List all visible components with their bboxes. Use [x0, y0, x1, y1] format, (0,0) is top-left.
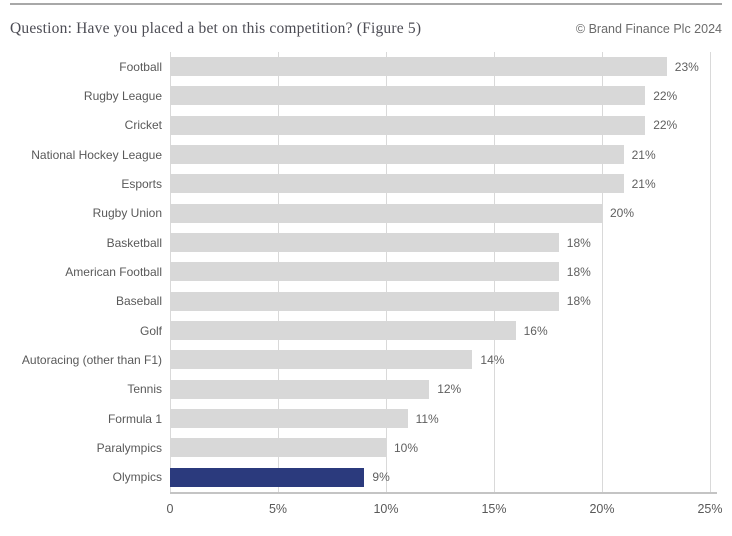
- category-label: Esports: [121, 176, 162, 191]
- bar-row-national-hockey-league: National Hockey League 21%: [0, 140, 732, 169]
- bar-row-formula-1: Formula 1 11%: [0, 404, 732, 433]
- x-tick-label-5pct: 5%: [268, 502, 288, 516]
- chart-header: Question: Have you placed a bet on this …: [10, 20, 722, 38]
- x-tick-label-10pct: 10%: [373, 502, 399, 516]
- category-label: Football: [119, 59, 162, 74]
- chart-title: Question: Have you placed a bet on this …: [10, 20, 422, 37]
- bar-row-esports: Esports 21%: [0, 169, 732, 198]
- x-tick-label-20pct: 20%: [589, 502, 615, 516]
- bar-row-autoracing-other-than-f1: Autoracing (other than F1) 14%: [0, 345, 732, 374]
- value-label: 21%: [631, 147, 656, 162]
- x-tick-label-25pct: 25%: [697, 502, 723, 516]
- bar-row-basketball: Basketball 18%: [0, 228, 732, 257]
- bar-row-cricket: Cricket 22%: [0, 111, 732, 140]
- bar-highlighted: [170, 467, 365, 487]
- category-label: National Hockey League: [31, 147, 162, 162]
- value-label: 22%: [653, 118, 678, 133]
- gridline-25: [710, 52, 711, 492]
- bar: [170, 203, 602, 223]
- category-label: Rugby Union: [92, 206, 162, 221]
- gridline-20: [602, 52, 603, 492]
- x-axis-line: [170, 492, 717, 494]
- bar: [170, 438, 386, 458]
- value-label: 23%: [674, 59, 699, 74]
- category-label: Baseball: [115, 294, 162, 309]
- bar: [170, 233, 559, 253]
- category-label: Basketball: [106, 235, 162, 250]
- category-label: Golf: [139, 323, 162, 338]
- bar-row-golf: Golf 16%: [0, 316, 732, 345]
- bar-row-american-football: American Football 18%: [0, 257, 732, 286]
- bar: [170, 350, 473, 370]
- value-label: 22%: [653, 88, 678, 103]
- value-label: 18%: [566, 294, 591, 309]
- category-label: Rugby League: [83, 88, 162, 103]
- bar-row-football: Football 23%: [0, 52, 732, 81]
- bar-rows: Football 23% Rugby League 22% Cricket 22% Nati…: [0, 52, 732, 492]
- value-label: 16%: [523, 323, 548, 338]
- bar: [170, 291, 559, 311]
- value-label: 12%: [437, 382, 462, 397]
- category-label: Formula 1: [107, 411, 162, 426]
- bar-row-rugby-league: Rugby League 22%: [0, 81, 732, 110]
- top-divider-rule: [10, 3, 722, 5]
- bar-row-tennis: Tennis 12%: [0, 375, 732, 404]
- category-label: Tennis: [127, 382, 162, 397]
- value-label: 20%: [610, 206, 635, 221]
- category-label: American Football: [65, 264, 162, 279]
- bar: [170, 379, 430, 399]
- bar: [170, 262, 559, 282]
- bar: [170, 57, 667, 77]
- value-label: 21%: [631, 176, 656, 191]
- value-label: 9%: [372, 470, 390, 485]
- bar: [170, 409, 408, 429]
- category-label: Paralympics: [96, 440, 162, 455]
- value-label: 18%: [566, 235, 591, 250]
- bar: [170, 321, 516, 341]
- bar: [170, 145, 624, 165]
- category-label: Autoracing (other than F1): [21, 352, 162, 367]
- category-label: Cricket: [124, 118, 162, 133]
- value-label: 11%: [415, 411, 439, 426]
- copyright-notice: © Brand Finance Plc 2024: [575, 22, 722, 36]
- value-label: 18%: [566, 264, 591, 279]
- bar: [170, 86, 646, 106]
- bar-row-rugby-union: Rugby Union 20%: [0, 199, 732, 228]
- value-label: 10%: [394, 440, 419, 455]
- category-label: Olympics: [112, 470, 162, 485]
- bar-row-olympics: Olympics 9%: [0, 463, 732, 492]
- x-tick-label-0: 0: [166, 502, 174, 516]
- bar-row-baseball: Baseball 18%: [0, 287, 732, 316]
- x-tick-label-15pct: 15%: [481, 502, 507, 516]
- value-label: 14%: [480, 352, 505, 367]
- x-axis-tick-labels: 0 5% 10% 15% 20% 25%: [166, 502, 723, 522]
- bar: [170, 174, 624, 194]
- bar: [170, 115, 646, 135]
- bar-row-paralympics: Paralympics 10%: [0, 433, 732, 462]
